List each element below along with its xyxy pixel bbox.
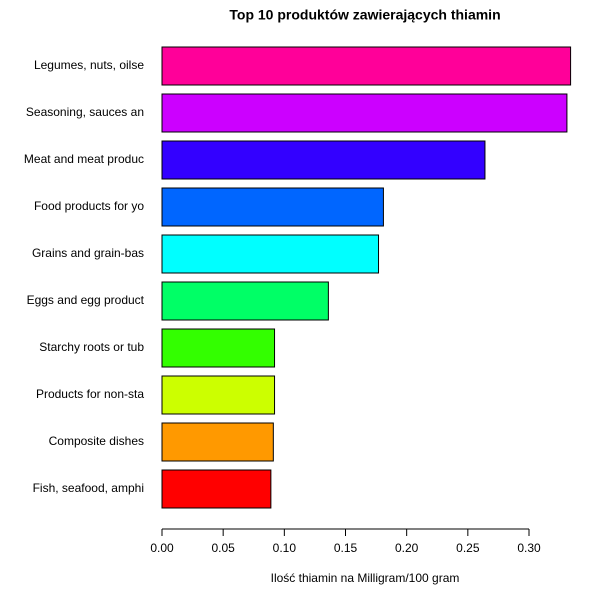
bar [161, 140, 486, 180]
y-tick-label: Meat and meat produc [24, 152, 144, 166]
bar [161, 46, 572, 86]
y-tick-label: Composite dishes [49, 434, 144, 448]
bar [161, 469, 272, 509]
y-tick-label: Products for non-sta [36, 387, 144, 401]
bar [161, 187, 384, 227]
y-tick-label: Fish, seafood, amphi [33, 481, 144, 495]
x-tick-label: 0.10 [273, 541, 297, 555]
chart-title: Top 10 produktów zawierających thiamin [229, 7, 500, 23]
x-tick-label: 0.05 [211, 541, 235, 555]
x-tick-label: 0.15 [334, 541, 358, 555]
x-axis-label: Ilość thiamin na Milligram/100 gram [271, 571, 460, 585]
y-tick-label: Legumes, nuts, oilse [34, 58, 144, 72]
y-tick-label: Eggs and egg product [27, 293, 145, 307]
bar [161, 281, 329, 321]
bar [161, 422, 274, 462]
y-tick-label: Seasoning, sauces an [26, 105, 144, 119]
x-tick-label: 0.25 [456, 541, 480, 555]
y-tick-label: Starchy roots or tub [39, 340, 144, 354]
bar [161, 375, 276, 415]
y-tick-label: Food products for yo [34, 199, 144, 213]
bar [161, 234, 380, 274]
bar [161, 93, 568, 133]
x-tick-label: 0.30 [517, 541, 541, 555]
x-tick-label: 0.00 [150, 541, 174, 555]
bar [161, 328, 276, 368]
x-tick-label: 0.20 [395, 541, 419, 555]
y-tick-label: Grains and grain-bas [32, 246, 144, 260]
